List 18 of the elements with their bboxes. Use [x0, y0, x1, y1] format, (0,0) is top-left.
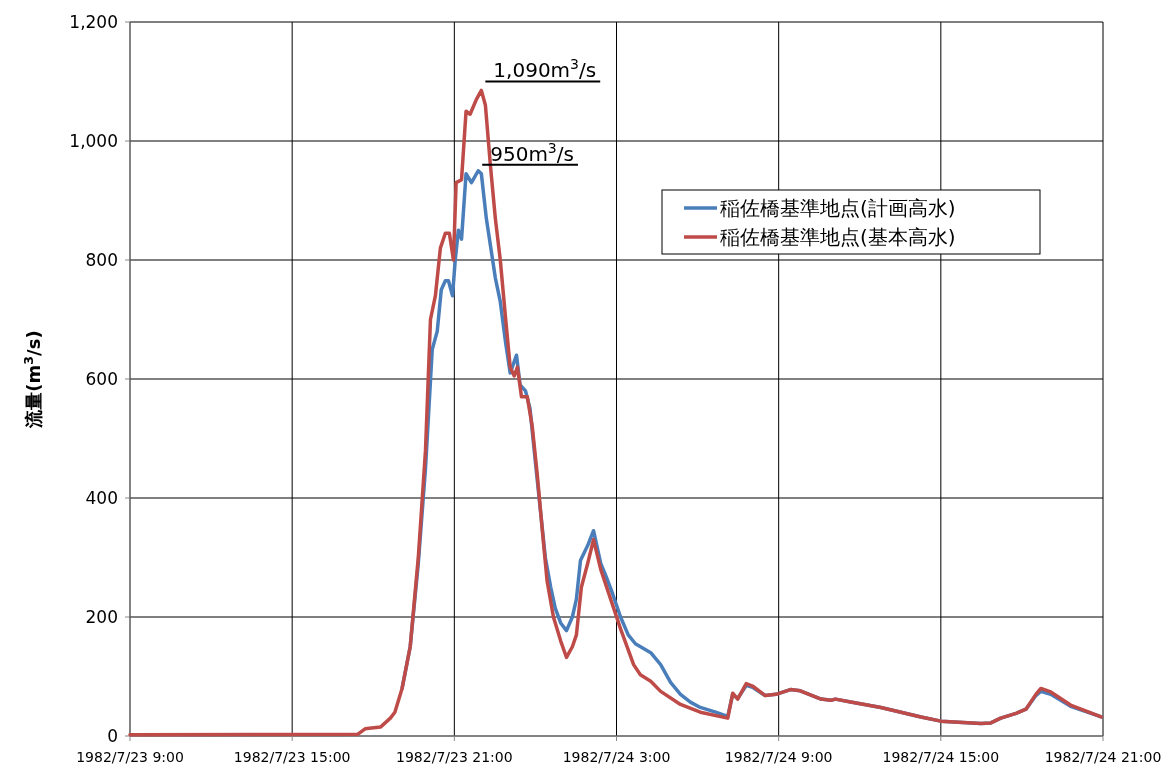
- y-tick-label: 1,000: [69, 131, 118, 151]
- x-tick-label: 1982/7/24 15:00: [882, 749, 1000, 765]
- x-tick-label: 1982/7/23 21:00: [396, 749, 513, 765]
- annotation: 1,090m$^{3}$/s: [493, 56, 597, 83]
- y-tick-label: 600: [85, 369, 118, 389]
- x-tick-label: 1982/7/24 9:00: [724, 749, 833, 765]
- y-tick-label: 1,200: [69, 12, 118, 32]
- x-tick-label: 1982/7/24 21:00: [1044, 749, 1162, 765]
- annotation: 950m$^{3}$/s: [490, 139, 574, 166]
- y-tick-label: 800: [85, 250, 118, 270]
- y-tick-label: 0: [107, 726, 118, 746]
- x-tick-label: 1982/7/23 15:00: [233, 749, 351, 765]
- x-tick-label: 1982/7/24 3:00: [562, 749, 671, 765]
- legend-label: 稲佐橋基準地点(計画高水): [720, 196, 956, 220]
- y-tick-label: 200: [85, 607, 118, 627]
- y-tick-label: 400: [85, 488, 118, 508]
- legend-label: 稲佐橋基準地点(基本高水): [720, 225, 956, 249]
- x-tick-label: 1982/7/23 9:00: [76, 749, 184, 765]
